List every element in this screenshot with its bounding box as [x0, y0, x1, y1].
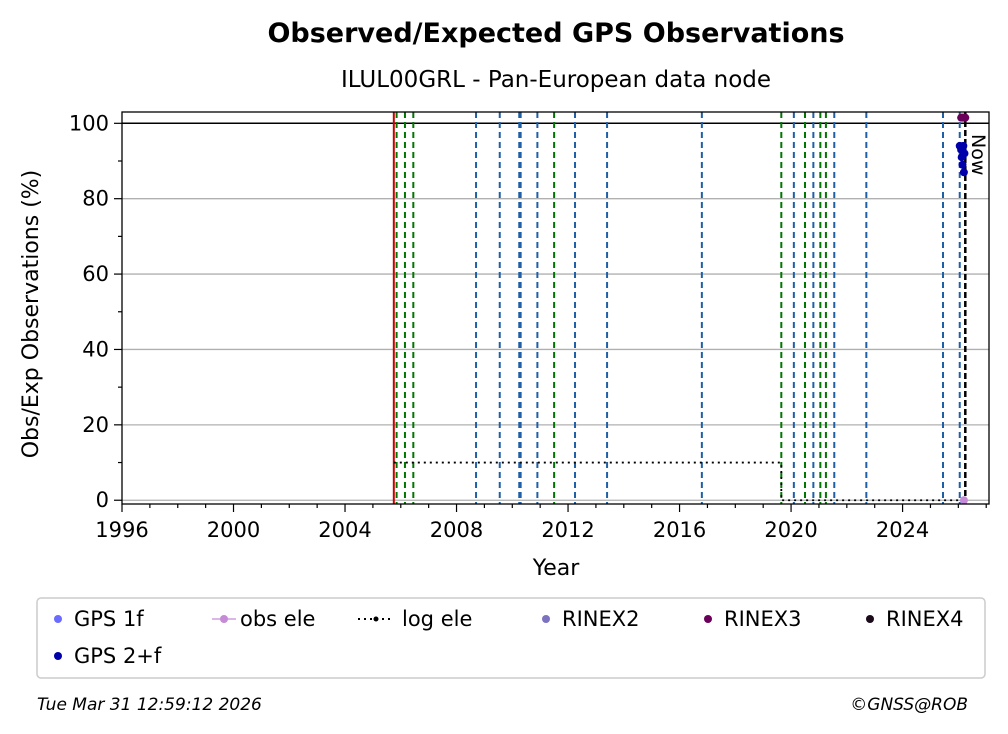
legend-marker — [373, 616, 379, 622]
log-ele-line — [393, 461, 964, 502]
y-tick-label: 80 — [82, 187, 109, 211]
x-tick-label: 1996 — [95, 518, 148, 542]
legend-marker — [704, 615, 712, 623]
legend-label: log ele — [402, 607, 472, 631]
legend-marker — [220, 615, 228, 623]
y-axis-ticks: 0 20 40 60 80 100 — [69, 111, 122, 512]
footer-credit: ©GNSS@ROB — [850, 695, 968, 715]
legend-marker — [54, 652, 62, 660]
legend-box — [36, 597, 986, 679]
y-tick-label: 20 — [82, 413, 109, 437]
y-tick-label: 40 — [82, 337, 109, 361]
legend-label: RINEX2 — [562, 607, 640, 631]
data-points — [955, 113, 970, 505]
x-tick-label: 2012 — [541, 518, 594, 542]
legend: GPS 1f obs ele log ele RINEX2 RINEX3 RINEX4 GP… — [54, 607, 964, 668]
data-point — [959, 168, 968, 177]
y-axis-label: Obs/Exp Observations (%) — [19, 170, 44, 459]
plot-frame — [121, 111, 990, 505]
data-point — [959, 141, 968, 150]
chart-title: Observed/Expected GPS Observations — [267, 18, 844, 49]
data-point — [961, 113, 970, 122]
data-point — [958, 160, 967, 169]
legend-marker — [54, 615, 62, 623]
y-tick-label: 60 — [82, 262, 109, 286]
legend-marker — [542, 615, 550, 623]
grid-layer — [122, 122, 989, 501]
x-tick-label: 2008 — [430, 518, 483, 542]
y-tick-label: 0 — [96, 488, 109, 512]
event-lines — [392, 112, 967, 504]
y-tick-label: 100 — [69, 111, 109, 135]
now-label: Now — [967, 134, 989, 175]
x-tick-label: 2000 — [207, 518, 260, 542]
log-ele-series-line — [393, 461, 964, 502]
x-axis-label: Year — [532, 556, 581, 581]
x-tick-label: 2004 — [318, 518, 371, 542]
legend-label: RINEX3 — [724, 607, 802, 631]
legend-label: GPS 1f — [74, 607, 144, 631]
legend-marker — [866, 615, 874, 623]
data-point — [959, 496, 968, 505]
x-tick-label: 2024 — [876, 518, 929, 542]
x-axis-ticks: 1996 2000 2004 2008 2012 2016 2020 2024 — [95, 504, 987, 542]
legend-label: RINEX4 — [886, 607, 964, 631]
x-tick-label: 2020 — [764, 518, 817, 542]
legend-label: GPS 2+f — [74, 644, 162, 668]
footer-timestamp: Tue Mar 31 12:59:12 2026 — [37, 695, 262, 715]
chart-subtitle: ILUL00GRL - Pan-European data node — [341, 67, 771, 93]
x-tick-label: 2016 — [653, 518, 706, 542]
legend-label: obs ele — [240, 607, 315, 631]
data-point — [960, 149, 969, 158]
